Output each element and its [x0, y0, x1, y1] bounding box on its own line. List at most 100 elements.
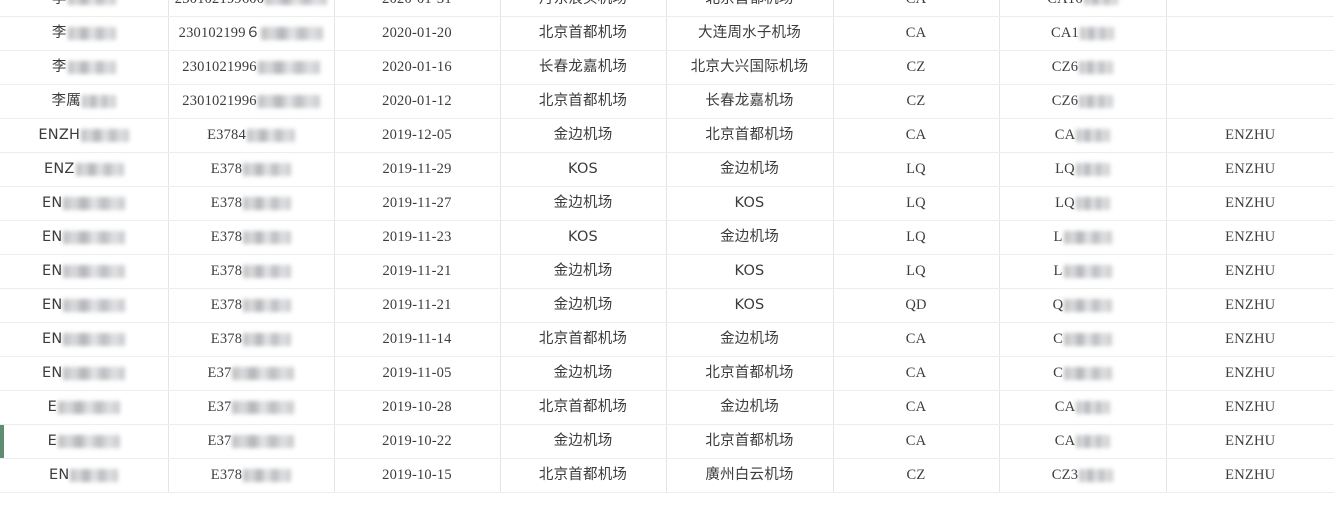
table-row[interactable]: 李 230102199６ 2020-01-20 北京首都机场 大连周水子机场 CA CA1: [0, 16, 1334, 51]
cell-name-redaction: [63, 298, 126, 312]
table-row[interactable]: EN E378 2019-11-21 金边机场 KOS QD Q ENZHU: [0, 288, 1334, 323]
cell-flight-no: CA: [999, 118, 1167, 153]
cell-date: 2019-11-29: [334, 152, 501, 187]
cell-departure-text: 北京首都机场: [538, 93, 628, 109]
table-row[interactable]: 李厲 2301021996 2020-01-12 北京首都机场 长春龙嘉机场 CZ CZ6: [0, 84, 1334, 119]
cell-airline: CA: [833, 424, 1000, 459]
table-row[interactable]: 李 2301021996 2020-01-16 长春龙嘉机场 北京大兴国际机场 CZ CZ6: [0, 50, 1334, 85]
cell-name: EN: [0, 458, 169, 493]
cell-date: 2020-01-20: [334, 16, 501, 51]
cell-id-number-redaction: [261, 26, 324, 40]
cell-departure: KOS: [500, 152, 667, 187]
cell-tag-text: ENZHU: [1225, 433, 1276, 449]
cell-name: E: [0, 390, 169, 425]
cell-id-number-redaction: [265, 0, 328, 6]
cell-name: ENZH: [0, 118, 169, 153]
table-row[interactable]: EN E378 2019-11-23 KOS 金边机场 LQ L ENZHU: [0, 220, 1334, 255]
cell-id-number-redaction: [243, 332, 292, 346]
cell-arrival-text: 北京首都机场: [705, 433, 794, 449]
cell-airline: CZ: [833, 458, 1000, 493]
table-row[interactable]: EN E378 2019-11-21 金边机场 KOS LQ L ENZHU: [0, 254, 1334, 289]
cell-id-number: E37: [168, 424, 335, 459]
cell-name-redaction: [57, 400, 120, 414]
cell-id-number-redaction: [246, 128, 295, 142]
cell-flight-no: CA: [999, 424, 1167, 459]
cell-name: 李厲: [0, 84, 169, 119]
cell-airline: CA: [833, 16, 1000, 51]
cell-id-number: E378: [168, 322, 335, 357]
table-row[interactable]: ENZ E378 2019-11-29 KOS 金边机场 LQ LQ ENZHU: [0, 152, 1334, 187]
cell-flight-no-text: LQ: [1055, 161, 1075, 177]
cell-date: 2019-11-21: [334, 254, 501, 289]
cell-name: 李: [0, 50, 169, 85]
table-row[interactable]: EN E37 2019-11-05 金边机场 北京首都机场 CA C ENZHU: [0, 356, 1334, 391]
cell-departure-text: 长春龙嘉机场: [538, 59, 628, 75]
cell-arrival-text: 北京首都机场: [705, 365, 794, 381]
cell-date: 2020-01-31: [334, 0, 501, 17]
cell-id-number-text: E37: [207, 399, 232, 415]
cell-airline: LQ: [833, 220, 1000, 255]
cell-date-text: 2019-11-23: [382, 229, 452, 245]
cell-flight-no-text: C: [1053, 365, 1063, 381]
cell-flight-no-redaction: [1080, 26, 1114, 40]
cell-airline: CZ: [833, 84, 1000, 119]
cell-date-text: 2019-10-28: [382, 399, 452, 415]
cell-name-text: 李厲: [51, 93, 81, 109]
cell-flight-no: CZ6: [999, 50, 1167, 85]
cell-name-text: 李: [51, 59, 67, 75]
cell-tag: ENZHU: [1166, 152, 1334, 187]
cell-date: 2020-01-12: [334, 84, 501, 119]
table-row[interactable]: E E37 2019-10-22 金边机场 北京首都机场 CA CA ENZHU: [0, 424, 1334, 459]
cell-flight-no-redaction: [1079, 468, 1114, 482]
table-row[interactable]: EN E378 2019-10-15 北京首都机场 廣州白云机场 CZ CZ3 ENZHU: [0, 458, 1334, 493]
cell-name: 李: [0, 0, 169, 17]
cell-flight-no-text: CA1: [1051, 25, 1079, 41]
cell-date-text: 2019-11-29: [382, 161, 452, 177]
cell-flight-no-redaction: [1079, 94, 1114, 108]
table-row[interactable]: ENZH E3784 2019-12-05 金边机场 北京首都机场 CA CA ENZHU: [0, 118, 1334, 153]
cell-tag: [1166, 84, 1334, 119]
cell-date-text: 2019-10-22: [382, 433, 452, 449]
cell-date: 2019-10-28: [334, 390, 501, 425]
cell-tag-text: ENZHU: [1225, 229, 1276, 245]
cell-departure: 长春龙嘉机场: [500, 50, 667, 85]
cell-name: EN: [0, 322, 169, 357]
cell-flight-no-text: CA: [1054, 399, 1076, 415]
table-row[interactable]: E E37 2019-10-28 北京首都机场 金边机场 CA CA ENZHU: [0, 390, 1334, 425]
cell-id-number: E378: [168, 254, 335, 289]
cell-id-number: E378: [168, 220, 335, 255]
cell-departure-text: 金边机场: [553, 433, 613, 449]
cell-id-number: 230102199６: [168, 16, 335, 51]
cell-tag: [1166, 50, 1334, 85]
cell-departure: 北京首都机场: [500, 390, 667, 425]
table-row[interactable]: 李 230102199600 2020-01-31 丹东浪头机场 北京首都机场 CA CA1…: [0, 0, 1334, 17]
cell-arrival-text: 长春龙嘉机场: [705, 93, 794, 109]
cell-arrival: KOS: [666, 254, 834, 289]
cell-id-number-redaction: [243, 298, 292, 312]
cell-airline: LQ: [833, 152, 1000, 187]
table-row[interactable]: EN E378 2019-11-14 北京首都机场 金边机场 CA C ENZHU: [0, 322, 1334, 357]
cell-flight-no: C: [999, 356, 1167, 391]
cell-departure-text: 北京首都机场: [538, 399, 628, 415]
cell-id-number-redaction: [243, 162, 292, 176]
cell-id-number-text: 230102199６: [178, 25, 261, 41]
cell-name-redaction: [63, 264, 126, 278]
cell-id-number: E378: [168, 288, 335, 323]
cell-name: EN: [0, 186, 169, 221]
cell-departure: KOS: [500, 220, 667, 255]
cell-tag: ENZHU: [1166, 356, 1334, 391]
table-row[interactable]: EN E378 2019-11-27 金边机场 KOS LQ LQ ENZHU: [0, 186, 1334, 221]
cell-tag-text: ENZHU: [1225, 127, 1276, 143]
cell-name: EN: [0, 288, 169, 323]
cell-departure-text: KOS: [568, 229, 598, 245]
cell-id-number-text: E37: [207, 365, 232, 381]
cell-date-text: 2019-12-05: [382, 127, 452, 143]
cell-name-text: 李: [51, 25, 67, 41]
cell-id-number-redaction: [232, 366, 295, 380]
cell-name-redaction: [57, 434, 120, 448]
cell-airline-text: CA: [905, 25, 927, 41]
cell-id-number-redaction: [243, 264, 292, 278]
cell-arrival: 廣州白云机场: [666, 458, 834, 493]
cell-airline-text: LQ: [906, 195, 926, 211]
